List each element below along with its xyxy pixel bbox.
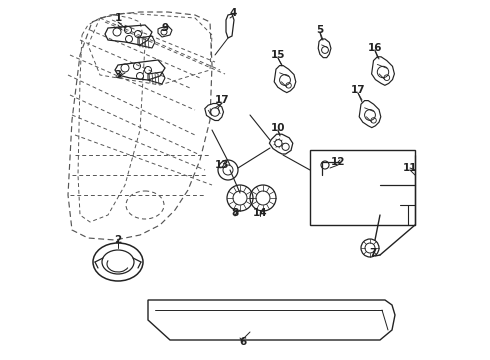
Bar	[310, 150, 415, 225]
Text: 13: 13	[215, 160, 229, 170]
Text: 5: 5	[317, 25, 323, 35]
Text: 14: 14	[253, 208, 268, 218]
Text: 16: 16	[368, 43, 382, 53]
Text: 3: 3	[114, 70, 122, 80]
Text: 10: 10	[271, 123, 285, 133]
Text: 4: 4	[229, 8, 237, 18]
Text: 11: 11	[403, 163, 417, 173]
Text: 17: 17	[351, 85, 366, 95]
Text: 8: 8	[231, 208, 239, 218]
Text: 7: 7	[369, 248, 377, 258]
Text: 1: 1	[114, 13, 122, 23]
Text: 15: 15	[271, 50, 285, 60]
Text: 2: 2	[114, 235, 122, 245]
Text: 12: 12	[331, 157, 345, 167]
Text: 6: 6	[240, 337, 246, 347]
Text: 9: 9	[161, 23, 169, 33]
Text: 17: 17	[215, 95, 229, 105]
